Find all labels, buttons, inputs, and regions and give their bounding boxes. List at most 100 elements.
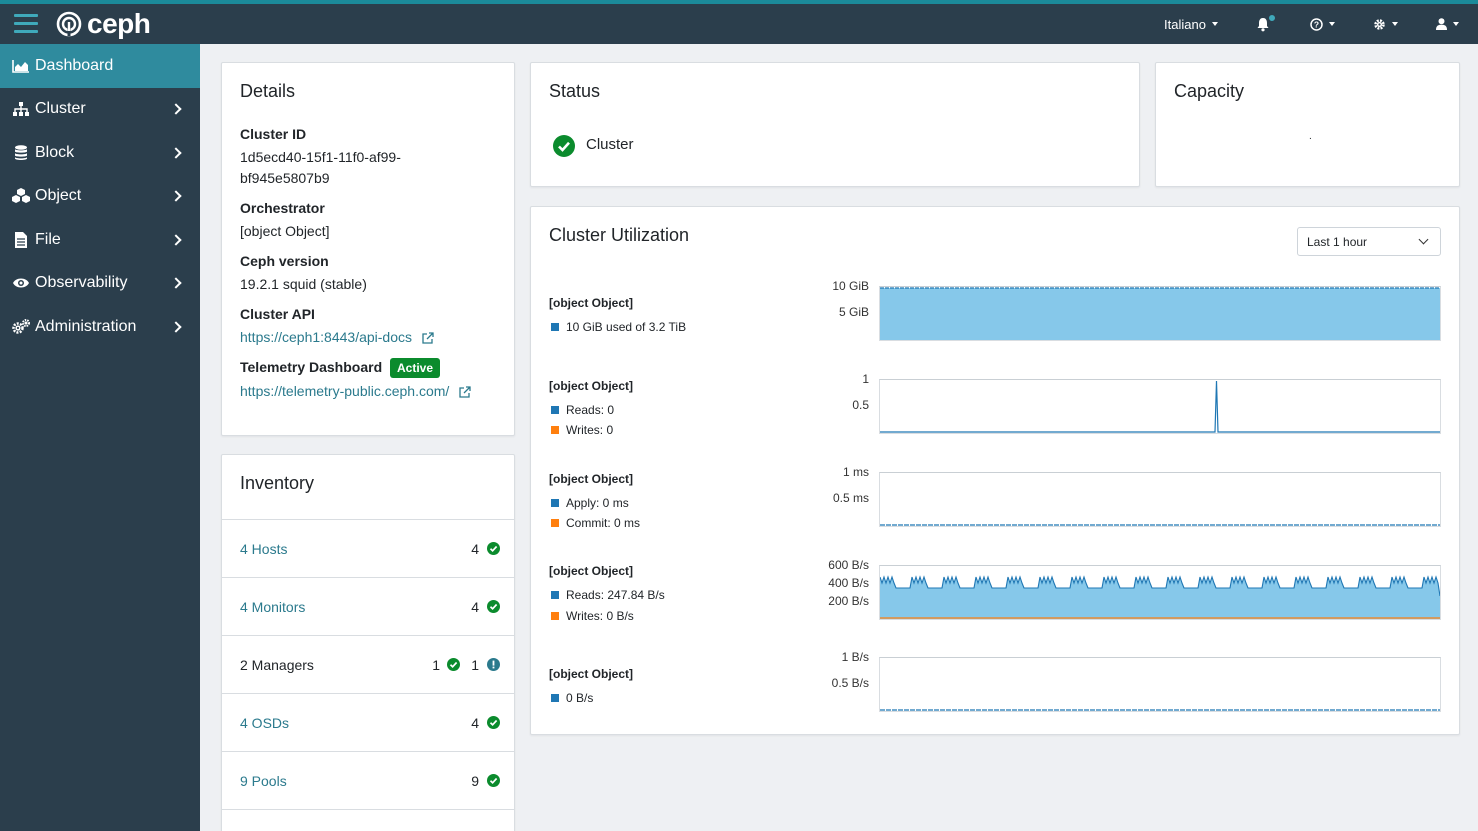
utilization-card: Cluster Utilization Last 1 hour [object … [530, 206, 1460, 735]
throughput-series [880, 575, 1440, 619]
telemetry-link[interactable]: https://telemetry-public.ceph.com/ [240, 383, 450, 399]
cluster-id-line1: 1d5ecd40-15f1-11f0-af99- [240, 149, 401, 165]
sidebar-item-administration[interactable]: Administration [0, 305, 200, 349]
legend-item: Writes: 0 B/s [551, 609, 634, 623]
y-tick: 0.5 [852, 398, 869, 412]
y-tick: 10 GiB [832, 279, 869, 293]
cluster-id-label: Cluster ID [240, 126, 307, 142]
hosts-count: 4 [471, 540, 479, 557]
language-dropdown[interactable]: Italiano [1164, 4, 1218, 44]
language-label: Italiano [1164, 16, 1206, 32]
time-range-select[interactable]: Last 1 hour [1297, 227, 1441, 256]
check-circle-icon [553, 135, 575, 157]
inventory-card: Inventory 4 Hosts 4 4 Monitors 4 2 Manag… [221, 454, 515, 831]
external-link-icon[interactable] [422, 332, 434, 344]
legend-item: Apply: 0 ms [551, 496, 629, 510]
orchestrator-label: Orchestrator [240, 200, 325, 216]
legend-swatch [551, 694, 559, 702]
card-title: Inventory [240, 473, 315, 493]
notifications-button[interactable] [1256, 4, 1275, 44]
ceph-version-value: 19.2.1 squid (stable) [240, 276, 367, 292]
ceph-version-label: Ceph version [240, 253, 329, 269]
chevron-right-icon [170, 321, 182, 333]
y-tick: 400 B/s [828, 576, 869, 590]
cluster-id-line2: bf945e5807b9 [240, 170, 330, 186]
sidebar-item-cluster[interactable]: Cluster [0, 88, 200, 132]
card-title: Details [240, 81, 296, 101]
legend-swatch [551, 426, 559, 434]
sidebar-item-label: Observability [35, 274, 128, 292]
card-title: Cluster Utilization [549, 225, 690, 245]
cluster-api-label: Cluster API [240, 306, 315, 322]
legend-item: Reads: 0 [551, 403, 614, 417]
sidebar-item-file[interactable]: File [0, 218, 200, 262]
external-link-icon[interactable] [459, 386, 471, 398]
svg-text:?: ? [1314, 19, 1319, 29]
y-tick: 1 ms [842, 465, 869, 479]
bell-icon [1257, 17, 1269, 31]
chevron-right-icon [170, 103, 182, 115]
managers-standby-count: 1 [471, 656, 479, 673]
help-dropdown[interactable]: ? [1310, 4, 1335, 44]
chevron-right-icon [170, 277, 182, 289]
legend-swatch [551, 499, 559, 507]
user-dropdown[interactable] [1436, 4, 1459, 44]
capacity-series [880, 287, 1440, 340]
legend-label: Writes: 0 B/s [566, 609, 634, 623]
sidebar-item-block[interactable]: Block [0, 131, 200, 175]
cubes-icon [11, 188, 31, 204]
cluster-id-value: 1d5ecd40-15f1-11f0-af99- bf945e5807b9 [240, 147, 500, 189]
legend-label: Writes: 0 [566, 423, 614, 437]
legend-label: 0 B/s [566, 691, 594, 705]
legend-item: 10 GiB used of 3.2 TiB [551, 320, 686, 334]
legend-label: Reads: 247.84 B/s [566, 588, 665, 602]
legend-item: Reads: 247.84 B/s [551, 588, 665, 602]
sidebar-item-label: File [35, 230, 61, 248]
legend-swatch [551, 406, 559, 414]
cluster-status-link[interactable]: Cluster [586, 136, 634, 153]
hosts-link[interactable]: 4 Hosts [240, 540, 288, 557]
check-circle-icon [447, 658, 460, 671]
sidebar-item-label: Administration [35, 317, 137, 335]
sidebar-item-dashboard[interactable]: Dashboard [0, 44, 200, 88]
legend-item: Writes: 0 [551, 423, 613, 437]
cluster-api-link[interactable]: https://ceph1:8443/api-docs [240, 329, 413, 345]
capacity-placeholder: . [1309, 131, 1312, 142]
details-card: Details Cluster ID 1d5ecd40-15f1-11f0-af… [221, 62, 515, 436]
chevron-right-icon [170, 147, 182, 159]
inventory-row-more [222, 809, 514, 831]
chevron-down-icon [1392, 22, 1398, 26]
cluster-api-row: https://ceph1:8443/api-docs [240, 327, 500, 348]
inventory-row-monitors: 4 Monitors 4 [222, 577, 514, 635]
sidebar-item-observability[interactable]: Observability [0, 262, 200, 306]
legend-label: Reads: 0 [566, 403, 615, 417]
osds-count: 4 [471, 714, 479, 731]
reads-line [880, 575, 1440, 597]
legend-label: Commit: 0 ms [566, 516, 641, 530]
capacity-chart [879, 286, 1441, 341]
ceph-logo[interactable]: ceph [55, 8, 151, 39]
legend-swatch [551, 612, 559, 620]
inventory-row-managers: 2 Managers 1 1 [222, 635, 514, 693]
check-circle-icon [487, 774, 500, 787]
latency-chart [879, 472, 1441, 527]
status-card: Status Cluster [530, 62, 1140, 187]
monitors-link[interactable]: 4 Monitors [240, 598, 306, 615]
hamburger-icon[interactable] [14, 14, 38, 34]
osds-link[interactable]: 4 OSDs [240, 714, 290, 731]
inventory-row-hosts: 4 Hosts 4 [222, 519, 514, 577]
telemetry-label: Telemetry Dashboard [240, 359, 383, 375]
pools-link[interactable]: 9 Pools [240, 772, 287, 789]
chevron-right-icon [170, 190, 182, 202]
sidebar-item-object[interactable]: Object [0, 175, 200, 219]
reads-area [880, 577, 1440, 619]
inventory-row-osds: 4 OSDs 4 [222, 693, 514, 751]
monitors-count: 4 [471, 598, 479, 615]
eye-icon [11, 275, 31, 291]
chevron-right-icon [170, 234, 182, 246]
settings-dropdown[interactable] [1373, 4, 1398, 44]
metric-title: [object Object] [549, 296, 634, 310]
cogs-icon [11, 318, 31, 335]
managers-ok-count: 1 [432, 656, 440, 673]
chevron-down-icon [1329, 22, 1335, 26]
